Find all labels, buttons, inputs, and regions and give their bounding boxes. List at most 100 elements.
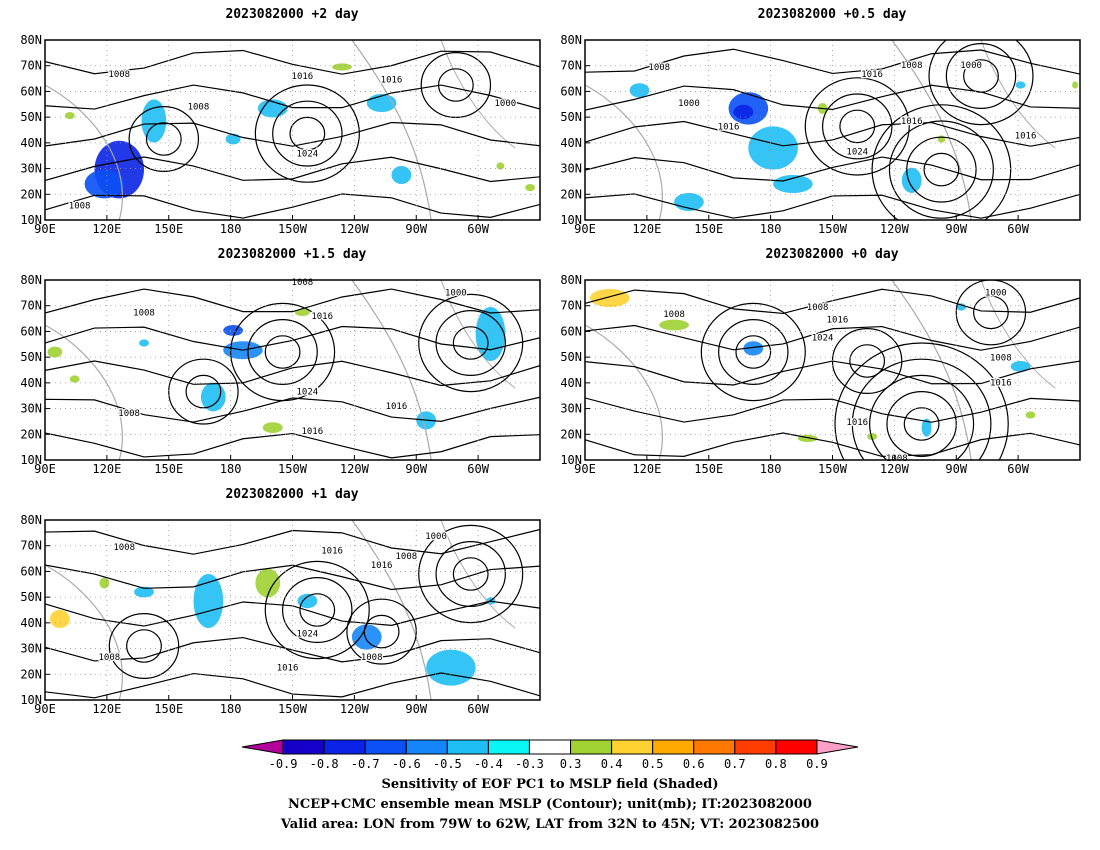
colorbar-label: 0.3 — [560, 757, 582, 771]
pressure-contour — [45, 432, 540, 459]
pressure-contour — [247, 319, 318, 386]
contour-label: 1024 — [812, 334, 834, 344]
shading-patch — [1010, 361, 1031, 372]
pressure-contour — [45, 528, 540, 555]
map-plot-area — [45, 280, 540, 460]
pressure-contour — [585, 84, 1080, 111]
y-tick-label: 30N — [560, 162, 582, 176]
y-tick-label: 40N — [20, 616, 42, 630]
y-tick-label: 70N — [560, 299, 582, 313]
contour-label: 1008 — [133, 308, 155, 318]
panel-title: 2023082000 +1.5 day — [217, 247, 367, 262]
y-tick-label: 50N — [560, 350, 582, 364]
x-tick-label: 120W — [340, 462, 370, 476]
colorbar-swatch — [446, 739, 489, 755]
contour-label: 1016 — [386, 402, 408, 412]
contour-label: 1016 — [381, 76, 403, 86]
caption-line-2: NCEP+CMC ensemble mean MSLP (Contour); u… — [288, 797, 812, 812]
contour-label: 1016 — [277, 664, 299, 674]
pressure-contour — [128, 105, 200, 173]
pressure-contour — [585, 48, 1080, 75]
pressure-contour — [45, 84, 540, 110]
shading-patch — [47, 346, 63, 358]
contour-label: 1016 — [846, 418, 868, 428]
colorbar-label: 0.7 — [724, 757, 746, 771]
pressure-contour — [45, 288, 540, 314]
pressure-contour — [585, 288, 1080, 315]
shading-patch — [391, 166, 412, 184]
coastline — [585, 84, 664, 220]
contour-label: 1016 — [901, 117, 923, 127]
shading-patch — [262, 422, 283, 433]
shading-patch — [659, 319, 689, 331]
pressure-contour — [851, 358, 992, 460]
x-tick-label: 120E — [632, 462, 661, 476]
colorbar-swatch — [487, 739, 530, 755]
y-tick-label: 20N — [20, 187, 42, 201]
x-tick-label: 120E — [92, 702, 121, 716]
panel-title: 2023082000 +0 day — [765, 247, 899, 262]
pressure-contour — [945, 42, 1017, 110]
pressure-contour — [264, 335, 301, 369]
colorbar-swatch — [570, 739, 613, 755]
pressure-contour — [886, 391, 957, 458]
x-tick-label: 150W — [818, 462, 848, 476]
x-tick-label: 90W — [405, 222, 427, 236]
pressure-contour — [108, 612, 180, 679]
x-tick-label: 90E — [34, 702, 56, 716]
y-tick-label: 80N — [20, 33, 42, 47]
shading-patch — [84, 169, 125, 199]
colorbar-label: -0.8 — [310, 757, 339, 771]
contour-label: 1008 — [396, 552, 418, 562]
pressure-contour — [363, 614, 400, 649]
coastline — [45, 324, 124, 460]
y-tick-label: 30N — [20, 642, 42, 656]
shading-patch — [748, 126, 798, 170]
pressure-contour — [585, 360, 1080, 386]
x-tick-label: 60W — [467, 222, 489, 236]
colorbar-swatch — [652, 739, 695, 755]
y-tick-label: 20N — [20, 667, 42, 681]
coastline — [980, 40, 1056, 149]
x-tick-label: 90W — [405, 702, 427, 716]
contour-label: 1008 — [886, 454, 908, 464]
x-tick-label: 180 — [760, 222, 782, 236]
colorbar-swatch — [734, 739, 777, 755]
contour-label: 1024 — [846, 148, 868, 158]
pressure-contour — [45, 672, 540, 699]
x-tick-label: 120W — [880, 222, 910, 236]
shading-patch — [426, 649, 476, 686]
x-tick-label: 150W — [278, 462, 308, 476]
shading-patch — [733, 104, 754, 120]
y-tick-label: 30N — [20, 402, 42, 416]
contour-label: 1008 — [99, 653, 121, 663]
shading-patch — [223, 325, 244, 336]
y-tick-label: 20N — [560, 187, 582, 201]
contour-label: 1000 — [445, 289, 467, 299]
y-tick-label: 70N — [20, 299, 42, 313]
colorbar-label: 0.4 — [601, 757, 623, 771]
x-tick-label: 90W — [945, 462, 967, 476]
shading-patch — [351, 624, 382, 650]
contour-label: 1000 — [425, 532, 447, 542]
y-tick-label: 40N — [560, 376, 582, 390]
pressure-contour — [45, 193, 540, 219]
coastline — [351, 520, 432, 700]
colorbar: -0.9 -0.8 -0.7 -0.6 -0.5 -0.4 -0.3 0.3 0.4 0.5 0.6… — [241, 739, 859, 771]
pressure-contour — [735, 335, 772, 369]
pressure-contour — [45, 49, 540, 75]
pressure-contour — [963, 59, 999, 93]
shading-patch — [69, 375, 80, 383]
x-tick-label: 150W — [818, 222, 848, 236]
shading-patch — [1015, 81, 1026, 89]
x-tick-label: 60W — [1007, 462, 1029, 476]
y-tick-label: 60N — [20, 324, 42, 338]
panel-title: 2023082000 +2 day — [225, 7, 359, 22]
x-tick-label: 90E — [574, 462, 596, 476]
shading-patch — [921, 418, 932, 437]
colorbar-label: -0.6 — [392, 757, 421, 771]
pressure-contour — [45, 121, 540, 147]
contour-label: 1000 — [678, 99, 700, 109]
contour-label: 1024 — [297, 388, 319, 398]
